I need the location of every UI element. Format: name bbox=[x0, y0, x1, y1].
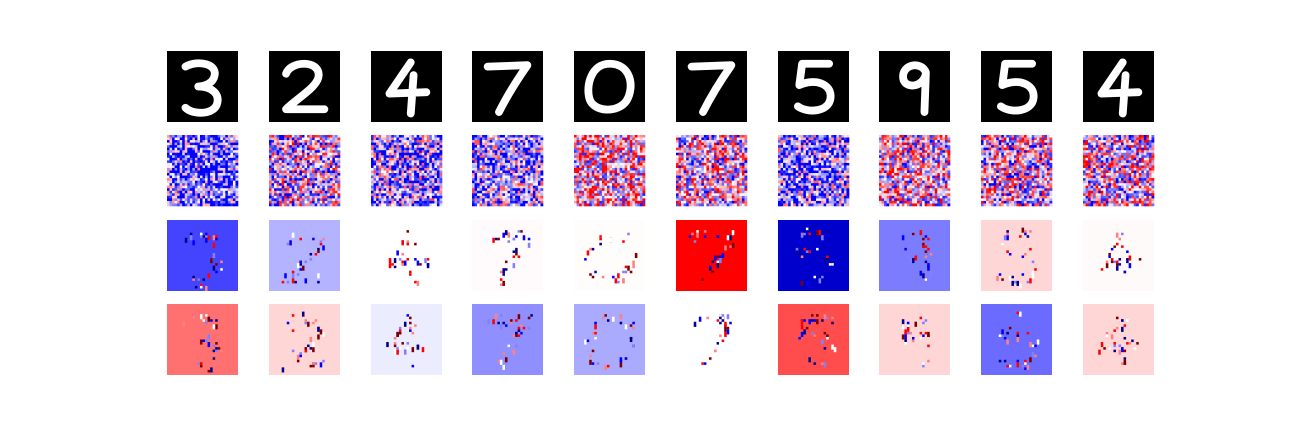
noise-tile bbox=[1083, 135, 1155, 207]
sparse-tile bbox=[574, 304, 645, 375]
digit-stroke bbox=[996, 59, 1038, 115]
noise-tile bbox=[371, 135, 443, 207]
digit-stroke bbox=[282, 59, 329, 114]
sparse-tile bbox=[167, 220, 238, 291]
sparse-tile bbox=[676, 304, 747, 375]
sparse-tile bbox=[371, 304, 442, 375]
digit-tile bbox=[574, 51, 645, 122]
noise-tile bbox=[676, 135, 748, 207]
digit-tile bbox=[269, 51, 340, 122]
digit-tile bbox=[1083, 51, 1154, 122]
noise-tile bbox=[167, 135, 239, 207]
sparse-tile bbox=[879, 304, 950, 375]
noise-tile bbox=[269, 135, 341, 207]
digit-stroke bbox=[899, 61, 930, 116]
noise-tile bbox=[879, 135, 951, 207]
sparse-tile bbox=[1083, 304, 1154, 375]
sparse-tile bbox=[676, 220, 747, 291]
noise-tile bbox=[981, 135, 1053, 207]
digit-stroke bbox=[181, 59, 222, 117]
digit-stroke bbox=[483, 61, 532, 116]
sparse-tile-background bbox=[981, 220, 1052, 291]
sparse-tile bbox=[778, 220, 849, 291]
noise-tile bbox=[778, 135, 850, 207]
sparse-tile bbox=[269, 304, 340, 375]
digit-tile-background bbox=[472, 51, 543, 122]
sparse-tile bbox=[778, 304, 849, 375]
noise-tile bbox=[574, 135, 646, 207]
sparse-tile bbox=[472, 304, 543, 375]
digit-tile bbox=[676, 51, 747, 122]
digit-stroke bbox=[793, 59, 835, 115]
digit-tile bbox=[472, 51, 543, 122]
sparse-tile-background bbox=[1083, 220, 1154, 291]
tile-grid bbox=[167, 51, 1155, 375]
sparse-tile bbox=[879, 220, 950, 291]
digit-tile-background bbox=[676, 51, 747, 122]
digit-tile bbox=[778, 51, 849, 122]
digit-tile bbox=[167, 51, 238, 122]
digit-tile bbox=[981, 51, 1052, 122]
sparse-tile bbox=[269, 220, 340, 291]
sparse-tile bbox=[574, 220, 645, 291]
sparse-tile bbox=[167, 304, 238, 375]
noise-tile bbox=[472, 135, 544, 207]
digit-tile bbox=[879, 51, 950, 122]
digit-tile bbox=[371, 51, 442, 122]
sparse-tile-background bbox=[778, 220, 849, 291]
sparse-tile-background bbox=[1083, 304, 1154, 375]
digit-stroke bbox=[687, 61, 736, 116]
sparse-tile bbox=[472, 220, 543, 291]
digit-tile-background bbox=[371, 51, 442, 122]
sparse-tile bbox=[981, 220, 1052, 291]
digit-stroke bbox=[584, 59, 635, 114]
sparse-tile bbox=[371, 220, 442, 291]
digit-stroke bbox=[1097, 58, 1143, 118]
sparse-tile-background bbox=[676, 220, 747, 291]
digit-tile-background bbox=[1083, 51, 1154, 122]
digit-stroke bbox=[385, 58, 431, 118]
sparse-tile bbox=[981, 304, 1052, 375]
sparse-tile bbox=[1083, 220, 1154, 291]
sparse-tile-background bbox=[676, 304, 747, 375]
